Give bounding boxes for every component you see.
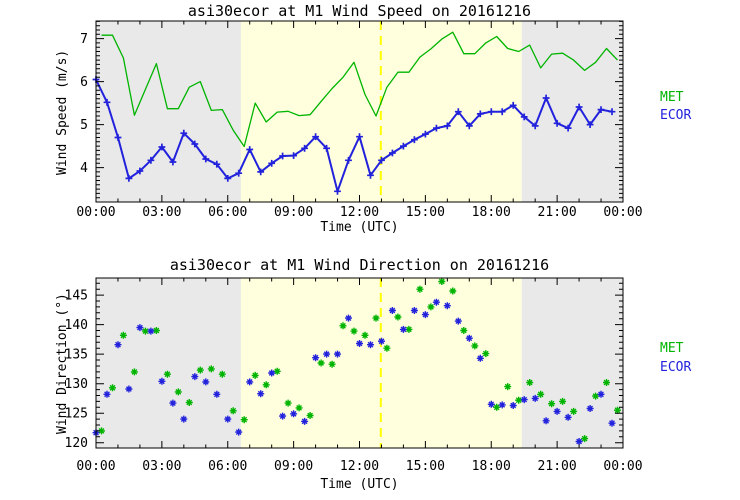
- y-tick-label: 4: [80, 161, 88, 176]
- wind-direction-y-axis-label: Wind Direction (°): [55, 293, 70, 434]
- x-tick-label: 09:00: [274, 205, 313, 220]
- legend-ecor-top: ECOR: [660, 108, 692, 123]
- night-shading-am: [96, 278, 241, 448]
- day-shading: [240, 278, 522, 448]
- y-tick-label: 6: [80, 75, 88, 90]
- night-shading-am: [96, 21, 241, 202]
- legend-met-bottom: MET: [660, 341, 684, 356]
- y-tick-label: 130: [65, 377, 88, 392]
- y-tick-label: 125: [65, 407, 88, 422]
- wind-speed-title: asi30ecor at M1 Wind Speed on 20161216: [187, 2, 532, 20]
- x-tick-label: 18:00: [472, 459, 511, 474]
- wind-direction-title: asi30ecor at M1 Wind Direction on 201612…: [169, 256, 550, 274]
- x-tick-label: 00:00: [603, 459, 642, 474]
- y-tick-label: 145: [65, 289, 88, 304]
- x-tick-label: 00:00: [603, 205, 642, 220]
- axis-ticks: [95, 278, 624, 448]
- met-series-line: [101, 31, 618, 148]
- x-tick-label: 15:00: [406, 459, 445, 474]
- x-tick-label: 03:00: [142, 205, 181, 220]
- x-tick-label: 06:00: [208, 205, 247, 220]
- x-tick-label: 09:00: [274, 459, 313, 474]
- y-tick-label: 5: [80, 118, 88, 133]
- wind-direction-x-axis-label: Time (UTC): [320, 477, 399, 492]
- x-tick-label: 21:00: [538, 459, 577, 474]
- wind-direction-chart: 120 125 130 135 140 145 00:00 03:00 06:00 09:00 12…: [65, 277, 643, 474]
- wind-speed-x-axis-label: Time (UTC): [320, 220, 399, 235]
- x-tick-label: 06:00: [208, 459, 247, 474]
- x-tick-label: 00:00: [76, 459, 115, 474]
- x-tick-label: 12:00: [340, 205, 379, 220]
- x-tick-label: 03:00: [142, 459, 181, 474]
- legend-ecor-bottom: ECOR: [660, 360, 692, 375]
- axis-ticks: [95, 20, 624, 203]
- x-tick-label: 00:00: [76, 205, 115, 220]
- x-tick-label: 15:00: [406, 205, 445, 220]
- x-tick-label: 12:00: [340, 459, 379, 474]
- night-shading-pm: [521, 278, 623, 448]
- y-tick-label: 135: [65, 348, 88, 363]
- wind-speed-y-axis-label: Wind Speed (m/s): [55, 49, 70, 175]
- x-tick-label: 21:00: [538, 205, 577, 220]
- wind-speed-chart: 4 5 6 7 00:00 03:00 06:00 09:00 12:00 15:00 18:00 2…: [76, 20, 643, 220]
- legend-met-top: MET: [660, 90, 684, 105]
- x-tick-label: 18:00: [472, 205, 511, 220]
- met-series-markers: [98, 278, 621, 443]
- y-tick-label: 7: [80, 32, 88, 47]
- y-tick-label: 120: [65, 436, 88, 451]
- y-tick-label: 140: [65, 318, 88, 333]
- ecor-series-line: [95, 79, 613, 193]
